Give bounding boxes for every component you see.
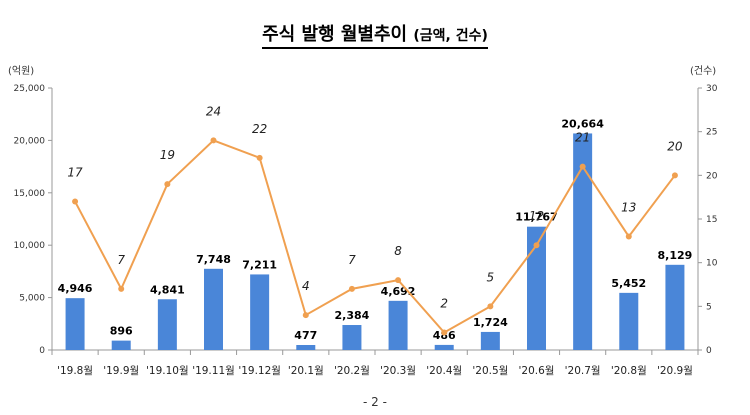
right-axis-tick-label: 30: [706, 84, 718, 94]
line-data-label: 22: [252, 122, 267, 136]
x-axis-tick-label: '19.11월: [192, 365, 235, 377]
bar-data-label: 20,664: [561, 117, 604, 130]
line-data-label: 19: [160, 148, 175, 162]
x-axis-tick-label: '20.1월: [288, 365, 324, 377]
x-axis-tick-label: '19.10월: [146, 365, 189, 377]
line-data-label: 21: [575, 131, 590, 145]
x-axis-tick-label: '20.4월: [426, 365, 462, 377]
bar: [250, 274, 270, 350]
line-data-label: 7: [348, 253, 356, 267]
bar: [204, 268, 223, 350]
x-axis-tick-label: '19.12월: [238, 365, 281, 377]
line-point: [625, 233, 632, 240]
title-underline-wrapper: 주식 발행 월별추이 (금액, 건수): [262, 24, 488, 49]
right-axis-tick-label: 25: [706, 128, 717, 138]
bar-data-label: 7,211: [242, 258, 277, 271]
line-point: [164, 181, 171, 188]
line-data-label: 7: [117, 253, 125, 267]
line-point: [118, 285, 125, 292]
left-axis-unit: (억원): [8, 66, 35, 77]
line-point: [348, 285, 355, 292]
x-axis-tick-label: '19.9월: [103, 365, 139, 377]
bar-data-label: 477: [294, 329, 317, 342]
bar-data-label: 2,384: [335, 309, 370, 322]
title-text: 주식 발행 월별추이: [262, 24, 408, 45]
line-data-label: 4: [302, 279, 310, 293]
line-point: [210, 137, 217, 144]
right-axis-tick-label: 15: [706, 215, 717, 225]
line-data-label: 24: [206, 104, 221, 118]
line-data-label: 5: [487, 270, 495, 284]
bar: [342, 325, 362, 350]
x-axis-tick-label: '19.8월: [57, 365, 93, 377]
bar: [619, 292, 639, 350]
bar-data-label: 4,841: [150, 283, 185, 296]
line-series: [74, 139, 676, 334]
left-axis-tick-label: 15,000: [14, 189, 46, 199]
line-point: [487, 303, 494, 310]
line-point: [256, 154, 263, 161]
line-point: [72, 198, 79, 205]
bar-data-label: 8,129: [658, 249, 693, 262]
line-point: [441, 329, 448, 336]
x-axis-tick-label: '20.6월: [519, 365, 555, 377]
right-axis-tick-label: 5: [706, 302, 712, 312]
x-axis-tick-label: '20.3월: [380, 365, 416, 377]
bar-data-label: 5,452: [611, 277, 646, 290]
bar: [527, 226, 546, 350]
right-axis-tick-label: 10: [706, 259, 718, 269]
left-axis-tick-label: 5,000: [19, 294, 45, 304]
line-data-label: 17: [67, 166, 83, 180]
right-axis-unit: (건수): [690, 66, 717, 77]
subtitle-text: (금액, 건수): [413, 28, 488, 44]
bar: [111, 340, 131, 350]
bar-data-label: 1,724: [473, 316, 508, 329]
bar-data-label: 11,767: [515, 211, 557, 224]
bar-data-label: 4,692: [381, 285, 416, 298]
bar-data-label: 4,946: [58, 282, 93, 295]
left-axis-tick-label: 10,000: [14, 241, 46, 251]
left-axis-tick-label: 20,000: [14, 136, 46, 146]
x-axis-tick-label: '20.5월: [472, 365, 508, 377]
right-axis-tick-label: 0: [706, 346, 712, 356]
line-data-label: 2: [440, 297, 448, 311]
x-axis-tick-label: '20.7월: [565, 365, 601, 377]
bar: [573, 133, 593, 350]
line-data-label: 12: [529, 209, 544, 223]
bar-data-label: 7,748: [196, 253, 231, 266]
bar: [388, 300, 408, 350]
x-axis-tick-label: '20.9월: [657, 365, 693, 377]
left-axis-tick-label: 0: [39, 346, 45, 356]
bar-data-label: 896: [110, 325, 133, 338]
line-data-label: 8: [394, 244, 402, 258]
line-data-label: 20: [667, 139, 683, 153]
bar: [434, 344, 454, 350]
line-point: [533, 242, 540, 249]
bar: [480, 331, 500, 350]
x-axis-tick-label: '20.8월: [611, 365, 647, 377]
line-point: [671, 172, 678, 179]
bar: [665, 264, 685, 350]
x-axis-tick-label: '20.2월: [334, 365, 370, 377]
chart-title: 주식 발행 월별추이 (금액, 건수): [0, 20, 750, 49]
page-number: - 2 -: [363, 395, 387, 409]
bar: [157, 299, 177, 350]
bar: [296, 345, 316, 350]
line-point: [395, 277, 402, 284]
line-point: [579, 163, 586, 170]
line-point: [302, 312, 309, 319]
right-axis-tick-label: 20: [706, 171, 718, 181]
line-data-label: 13: [621, 200, 636, 214]
bar: [65, 298, 85, 350]
left-axis-tick-label: 25,000: [14, 84, 46, 94]
